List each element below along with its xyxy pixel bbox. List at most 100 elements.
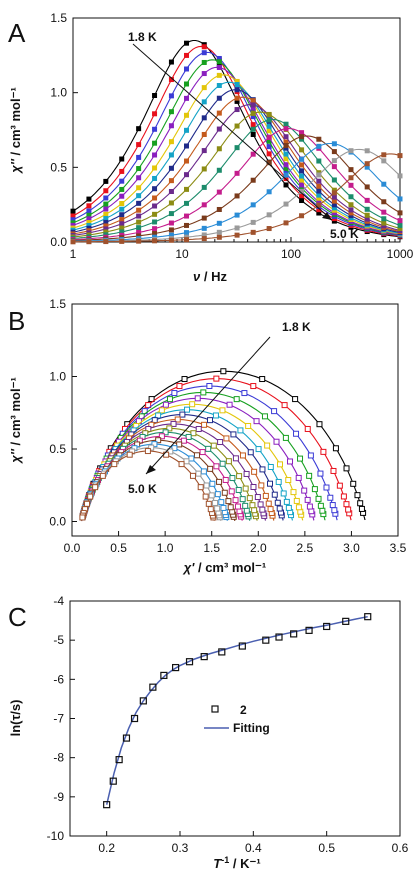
x-axis-label-b-unit: / cm³ mol⁻¹ — [194, 560, 266, 575]
y-tick-label-a: 1.5 — [50, 11, 67, 25]
point-a — [152, 126, 158, 132]
point-a — [136, 166, 142, 172]
point-a — [168, 139, 174, 145]
point-b — [195, 426, 202, 433]
point-a — [381, 220, 387, 226]
point-b — [145, 426, 152, 433]
point-b — [227, 504, 234, 511]
point-b — [185, 433, 192, 440]
point-a — [86, 196, 92, 202]
point-a — [283, 182, 289, 188]
point-b — [158, 433, 165, 440]
point-b — [316, 421, 323, 428]
point-a — [119, 200, 125, 206]
point-a — [86, 212, 92, 218]
point-a — [316, 172, 322, 178]
point-b — [259, 376, 266, 383]
point-b — [193, 452, 200, 459]
point-a — [316, 199, 322, 205]
point-a — [168, 77, 174, 83]
point-b — [155, 437, 162, 444]
point-a — [348, 148, 354, 154]
point-a — [168, 220, 174, 226]
point-a — [201, 184, 207, 190]
point-b — [176, 383, 183, 390]
data-point-2 — [275, 633, 283, 641]
point-a — [86, 216, 92, 222]
point-a — [152, 211, 158, 217]
point-a — [86, 239, 92, 245]
point-a — [119, 221, 125, 227]
data-point-2 — [290, 630, 298, 638]
point-b — [220, 504, 227, 511]
x-tick-label-a: 1 — [70, 247, 77, 261]
y-tick-label-b: 1.0 — [49, 370, 66, 384]
point-a — [201, 148, 207, 154]
point-a — [103, 223, 109, 229]
data-point-2 — [200, 653, 208, 661]
y-axis-label-b-unit: / cm³ mol⁻¹ — [8, 377, 23, 449]
point-a — [381, 199, 387, 205]
point-a — [119, 229, 125, 235]
x-tick-label-b: 3.0 — [343, 541, 360, 555]
point-a — [364, 148, 370, 154]
x-tick-label-b: 0.5 — [110, 541, 127, 555]
point-b — [148, 396, 155, 403]
point-a — [250, 110, 256, 116]
point-b — [171, 445, 178, 452]
point-b — [267, 480, 274, 487]
point-a — [381, 152, 387, 158]
point-b — [207, 506, 214, 513]
point-b — [213, 375, 220, 382]
point-b — [111, 461, 118, 468]
point-b — [162, 401, 169, 408]
point-a — [299, 213, 305, 219]
x-tick-label-c: 0.4 — [245, 841, 262, 855]
point-b — [176, 441, 183, 448]
point-b — [226, 401, 233, 408]
point-b — [251, 468, 258, 475]
point-a — [348, 210, 354, 216]
point-b — [249, 502, 256, 509]
data-point-2 — [262, 636, 270, 644]
point-b — [205, 500, 212, 507]
point-a — [184, 158, 190, 164]
point-b — [214, 491, 221, 498]
point-a — [103, 211, 109, 217]
point-a — [201, 99, 207, 105]
point-a — [201, 71, 207, 77]
point-a — [184, 40, 190, 46]
point-b — [251, 507, 258, 514]
point-b — [203, 482, 210, 489]
point-a — [136, 175, 142, 181]
point-a — [331, 210, 337, 216]
point-b — [163, 451, 170, 458]
point-a — [86, 220, 92, 226]
point-a — [103, 188, 109, 194]
point-a — [184, 237, 190, 243]
point-a — [364, 197, 370, 203]
point-a — [397, 226, 403, 232]
point-a — [136, 219, 142, 225]
point-b — [343, 501, 350, 508]
point-b — [317, 470, 324, 477]
point-b — [230, 431, 237, 438]
point-a — [168, 109, 174, 115]
panel-a: A 1 10 100 1000 0.0 0.5 1.0 1.5 1.8 K 5.0 K ν /… — [8, 11, 414, 284]
point-b — [243, 507, 250, 514]
point-b — [259, 506, 266, 513]
point-a — [119, 206, 125, 212]
point-a — [201, 215, 207, 221]
point-b — [275, 478, 282, 485]
point-a — [234, 145, 240, 151]
point-a — [283, 165, 289, 171]
y-tick-label-c: -7 — [53, 712, 64, 726]
point-b — [259, 466, 266, 473]
point-a — [70, 208, 76, 214]
point-a — [201, 131, 207, 137]
y-axis-label-a-unit: / cm³ mol⁻¹ — [8, 87, 23, 159]
point-a — [299, 130, 305, 136]
point-b — [216, 478, 223, 485]
point-b — [345, 506, 352, 513]
point-a — [348, 194, 354, 200]
